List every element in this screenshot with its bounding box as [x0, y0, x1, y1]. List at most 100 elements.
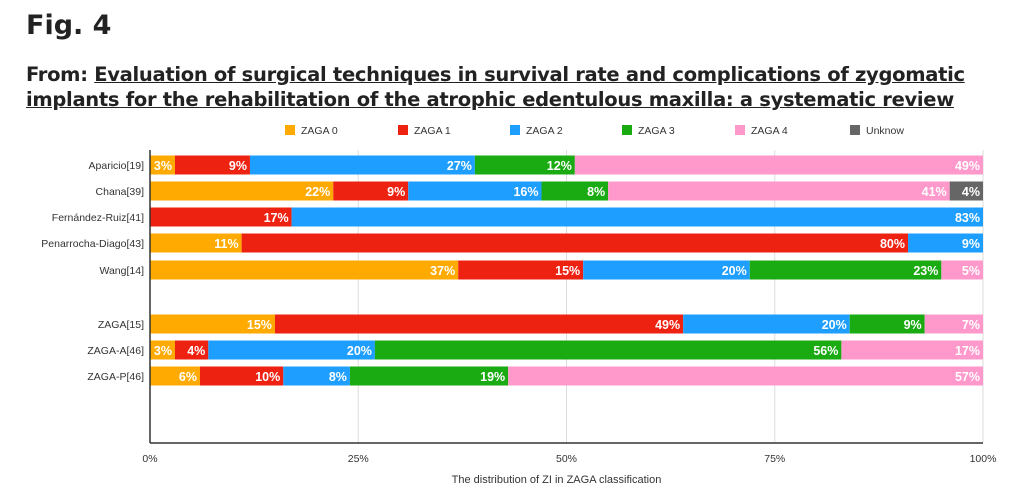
bar-segment — [924, 314, 983, 334]
bar-segment — [150, 181, 334, 201]
x-tick-label: 75% — [764, 453, 785, 465]
legend-label: Unknow — [866, 125, 904, 137]
x-tick-label: 25% — [348, 453, 369, 465]
bar-segment — [150, 366, 200, 386]
bar-segment — [291, 207, 983, 227]
data-label: 4% — [187, 344, 205, 358]
bar-segment — [908, 233, 983, 253]
y-category-label: Penarrocha-Diago[43] — [41, 238, 144, 250]
data-label: 56% — [813, 344, 838, 358]
data-label: 20% — [822, 318, 847, 332]
data-label: 83% — [955, 211, 980, 225]
legend-label: ZAGA 4 — [751, 125, 788, 137]
bar-segment — [474, 155, 575, 175]
bar-segment — [241, 233, 909, 253]
data-label: 12% — [547, 159, 572, 173]
data-label: 9% — [962, 237, 980, 251]
bar-segment — [174, 155, 250, 175]
y-category-label: Wang[14] — [99, 265, 144, 277]
bar-segment — [749, 260, 942, 280]
legend-swatch — [622, 125, 632, 135]
bar-segment — [274, 314, 684, 334]
legend-label: ZAGA 2 — [526, 125, 563, 137]
legend-label: ZAGA 3 — [638, 125, 675, 137]
data-label: 3% — [154, 344, 172, 358]
bar-segment — [150, 155, 175, 175]
y-category-label: ZAGA-P[46] — [87, 371, 144, 383]
source-line: From: Evaluation of surgical techniques … — [26, 62, 986, 112]
bar-segment — [150, 233, 242, 253]
bar-segment — [249, 155, 475, 175]
legend-swatch — [850, 125, 860, 135]
data-label: 80% — [880, 237, 905, 251]
bar-segment — [333, 181, 409, 201]
bar-segment — [150, 260, 459, 280]
bar-segment — [174, 340, 209, 360]
y-category-label: Chana[39] — [96, 186, 145, 198]
data-label: 5% — [962, 264, 980, 278]
bar-segment — [849, 314, 925, 334]
data-label: 37% — [430, 264, 455, 278]
legend-label: ZAGA 0 — [301, 125, 338, 137]
data-label: 22% — [305, 185, 330, 199]
legend-swatch — [398, 125, 408, 135]
bar-segment — [208, 340, 375, 360]
bar-segment — [941, 260, 983, 280]
x-tick-label: 100% — [970, 453, 997, 465]
data-label: 6% — [179, 370, 197, 384]
bar-segment — [283, 366, 350, 386]
bar-segment — [150, 207, 292, 227]
bar-segment — [574, 155, 983, 175]
data-label: 27% — [447, 159, 472, 173]
bar-segment — [374, 340, 842, 360]
from-label: From: — [26, 63, 88, 86]
data-label: 19% — [480, 370, 505, 384]
bar-segment — [408, 181, 542, 201]
y-category-label: Aparicio[19] — [89, 160, 145, 172]
bar-segment — [949, 181, 983, 201]
bar-segment — [683, 314, 850, 334]
bar-segment — [841, 340, 983, 360]
data-label: 15% — [247, 318, 272, 332]
legend-swatch — [510, 125, 520, 135]
bar-segment — [508, 366, 983, 386]
y-category-label: Fernández-Ruiz[41] — [52, 212, 144, 224]
figure-label: Fig. 4 — [26, 10, 112, 41]
data-label: 20% — [347, 344, 372, 358]
data-label: 9% — [229, 159, 247, 173]
bar-segment — [608, 181, 950, 201]
bar-segment — [349, 366, 509, 386]
data-label: 17% — [264, 211, 289, 225]
article-title-link[interactable]: Evaluation of surgical techniques in sur… — [26, 63, 965, 111]
legend-label: ZAGA 1 — [414, 125, 451, 137]
data-label: 8% — [329, 370, 347, 384]
data-label: 4% — [962, 185, 980, 199]
bar-segment — [458, 260, 584, 280]
data-label: 49% — [955, 159, 980, 173]
data-label: 9% — [387, 185, 405, 199]
data-label: 41% — [922, 185, 947, 199]
bar-segment — [150, 314, 275, 334]
data-label: 15% — [555, 264, 580, 278]
legend-swatch — [285, 125, 295, 135]
data-label: 57% — [955, 370, 980, 384]
x-tick-label: 50% — [556, 453, 577, 465]
bar-segment — [583, 260, 750, 280]
y-category-label: ZAGA[15] — [98, 319, 144, 331]
bar-segment — [150, 340, 175, 360]
data-label: 10% — [255, 370, 280, 384]
data-label: 8% — [587, 185, 605, 199]
data-label: 9% — [904, 318, 922, 332]
data-label: 49% — [655, 318, 680, 332]
data-label: 11% — [214, 237, 238, 251]
data-label: 16% — [513, 185, 538, 199]
x-axis-title: The distribution of ZI in ZAGA classific… — [452, 474, 662, 486]
x-tick-label: 0% — [142, 453, 157, 465]
data-label: 3% — [154, 159, 172, 173]
data-label: 17% — [955, 344, 980, 358]
bar-segment — [199, 366, 284, 386]
y-category-label: ZAGA-A[46] — [87, 345, 144, 357]
legend-swatch — [735, 125, 745, 135]
data-label: 23% — [913, 264, 938, 278]
